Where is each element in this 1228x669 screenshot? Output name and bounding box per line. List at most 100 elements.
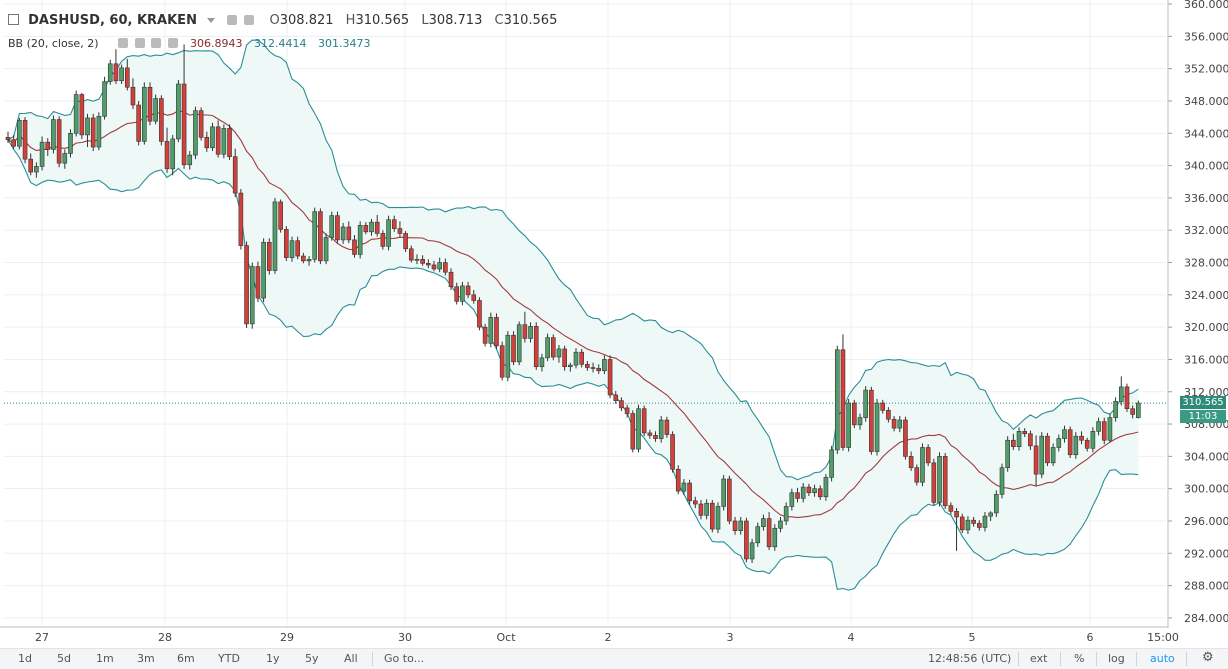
candle [96,112,102,151]
candle [153,94,158,125]
bottom-toolbar: 1d 5d 1m 3m 6m YTD 1y 5y All Go to... 12… [0,648,1228,669]
candle [715,502,721,534]
candle-body [721,478,726,507]
candle [39,136,45,171]
candle-body [306,258,312,262]
candle [340,222,346,244]
x-tick-label: 3 [727,631,734,644]
candle-body [647,432,653,436]
candle-body [215,126,221,155]
goto-button[interactable]: Go to... [384,652,425,665]
candle [573,348,579,369]
candle [920,443,925,487]
candle [244,241,249,328]
chevron-down-icon[interactable] [207,18,216,23]
candle-body [28,158,34,173]
candle [420,255,425,266]
candle [482,323,488,347]
timeframe-1d[interactable]: 1d [18,652,32,665]
auto-toggle[interactable]: auto [1150,652,1175,665]
price-chart[interactable]: 360.000 356.000 352.000 348.000 344.000 340.0… [0,0,1228,648]
candle [823,474,829,501]
gear-icon[interactable] [244,15,255,25]
candle-body [704,502,709,516]
candle-body [499,345,505,378]
candle [68,129,73,158]
candle-body [971,519,976,524]
y-tick-label: 360.000 [1184,0,1228,11]
timeframe-6m[interactable]: 6m [177,652,195,665]
log-toggle[interactable]: log [1108,652,1125,665]
candle-body [886,410,891,420]
eye-icon[interactable] [227,15,238,25]
candle [749,538,755,563]
candle [170,134,176,176]
candle [1073,432,1079,459]
y-tick-label: 336.000 [1184,192,1228,205]
eye-icon[interactable] [118,38,128,48]
candle-body [675,468,681,492]
candle [755,522,761,547]
candle-body [931,462,937,503]
candle [437,257,442,273]
candle-body [852,402,857,426]
candle-body [198,110,204,138]
candle [1136,400,1141,419]
candle-body [1096,421,1101,432]
candle-body [164,141,170,170]
timeframe-all[interactable]: All [344,652,358,665]
gear-icon[interactable] [134,38,145,48]
x-tick-label: 27 [35,631,49,644]
candle-body [107,63,113,82]
timeframe-5y[interactable]: 5y [305,652,319,665]
timeframe-5d[interactable]: 5d [57,652,71,665]
candle [778,516,783,533]
candle-body [579,351,584,365]
symbol-title[interactable]: DASHUSD, 60, KRAKEN [28,13,197,28]
candle-body [891,418,897,429]
bb-basis-value: 306.8943 [190,37,243,50]
candle-body [846,402,851,448]
timeframe-ytd[interactable]: YTD [218,652,240,665]
collapse-icon[interactable] [8,14,19,25]
candle [579,348,584,368]
candle [51,115,56,154]
percent-toggle[interactable]: % [1074,652,1085,665]
clock-readout[interactable]: 12:48:56 (UTC) [928,652,1012,665]
chart-area[interactable]: 360.000 356.000 352.000 348.000 344.000 340.0… [0,0,1228,648]
candle-body [187,154,193,166]
candle-body [346,226,352,241]
candle-body [942,456,948,506]
candle-body [181,83,187,166]
candle [874,399,880,456]
candle-body [687,482,692,502]
candle [965,516,971,534]
candle [232,148,238,198]
candle-body [363,225,369,233]
candle [159,95,164,146]
candle [119,64,124,85]
toolbar-divider [1136,652,1137,666]
more-icon[interactable] [167,38,178,48]
timeframe-1y[interactable]: 1y [266,652,280,665]
candle [499,341,505,381]
candle-body [391,219,397,229]
candle [238,189,244,250]
indicator-label[interactable]: BB (20, close, 2) [8,37,99,50]
candle-body [840,349,846,448]
candle [22,117,28,164]
timeframe-1m[interactable]: 1m [96,652,114,665]
ext-toggle[interactable]: ext [1030,652,1048,665]
close-icon[interactable] [151,38,161,48]
timeframe-3m[interactable]: 3m [137,652,155,665]
candle-body [244,245,249,325]
gear-icon[interactable]: ⚙ [1202,650,1214,665]
candle-body [1062,429,1067,439]
candle-body [585,363,590,368]
candle-body [17,120,22,147]
ohlc-low: L308.713 [421,13,483,28]
candle-body [51,119,56,150]
candle-body [301,255,306,262]
candle [931,458,937,506]
candle [533,322,539,370]
